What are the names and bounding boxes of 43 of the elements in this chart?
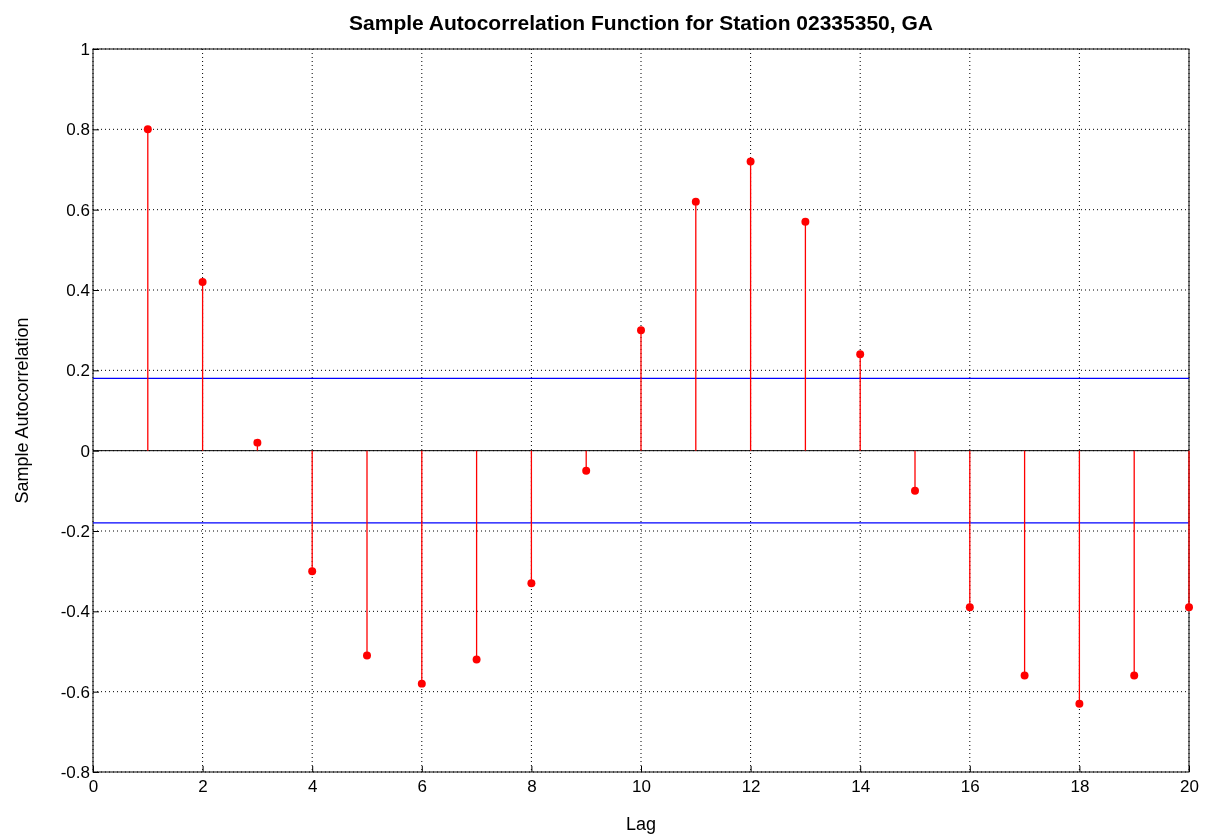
- chart-title: Sample Autocorrelation Function for Station 02335350, GA: [349, 11, 933, 34]
- point: [1130, 671, 1139, 680]
- y-tick-label: -0.2: [60, 521, 90, 541]
- x-tick-label: 10: [632, 777, 651, 796]
- x-axis-title: Lag: [625, 814, 657, 834]
- point: [691, 197, 700, 206]
- point: [363, 651, 371, 660]
- point: [582, 466, 591, 475]
- x-tick-label: 20: [1180, 777, 1199, 796]
- point: [1075, 699, 1084, 708]
- x-tick-label: 2: [198, 777, 208, 796]
- x-tick-label: 6: [417, 777, 428, 796]
- x-tick-label: 14: [851, 777, 871, 796]
- point: [637, 326, 645, 335]
- point: [856, 350, 865, 359]
- x-tick-label: 8: [527, 777, 537, 796]
- point: [1185, 603, 1193, 612]
- point: [965, 603, 974, 612]
- point: [1020, 671, 1029, 680]
- y-tick-label: 0.8: [66, 120, 90, 140]
- y-tick-label: 1: [80, 39, 90, 59]
- y-tick-label: 0.4: [66, 280, 90, 300]
- point: [801, 217, 810, 226]
- point: [253, 438, 262, 447]
- x-tick-label: 4: [307, 777, 318, 796]
- point: [472, 655, 481, 664]
- point: [198, 277, 207, 286]
- x-tick-label: 12: [741, 777, 761, 796]
- y-tick-label: -0.6: [60, 682, 90, 702]
- point: [746, 157, 755, 166]
- y-axis-title: Sample Autocorrelation: [12, 317, 32, 504]
- point: [911, 486, 919, 495]
- x-tick-label: 16: [960, 777, 980, 796]
- y-tick-label: -0.8: [60, 762, 90, 782]
- y-tick-label: 0.6: [66, 200, 90, 220]
- y-tick-label: 0.2: [66, 361, 90, 381]
- y-tick-label: -0.4: [60, 602, 90, 622]
- y-tick-label: 0: [80, 441, 90, 461]
- point: [417, 679, 426, 688]
- x-tick-label: 18: [1070, 777, 1090, 796]
- point: [308, 567, 317, 576]
- point: [527, 579, 536, 588]
- point: [143, 125, 152, 134]
